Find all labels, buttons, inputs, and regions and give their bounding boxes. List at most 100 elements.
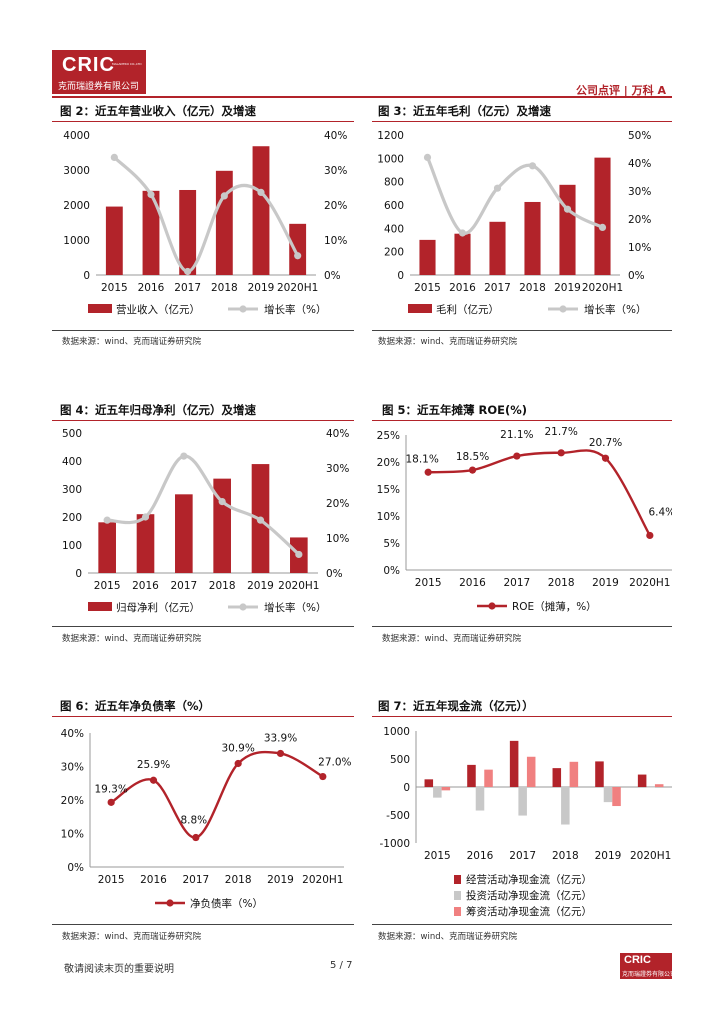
data-label: 8.8% (180, 815, 207, 827)
legend-line-label: 增长率（%） (264, 601, 326, 614)
growth-point (110, 153, 118, 161)
y-tick-label: 40% (61, 728, 84, 740)
series-point (557, 449, 565, 457)
x-tick-label: 2018 (209, 580, 236, 592)
x-tick-label: 2016 (467, 850, 494, 862)
legend-swatch (454, 891, 461, 900)
growth-line (426, 156, 604, 235)
fig2-source: 数据来源：wind、克而瑞证券研究院 (62, 337, 202, 347)
legend-label: 经营活动净现金流（亿元） (466, 873, 592, 886)
fig3-title-line (372, 121, 672, 122)
bar (454, 233, 471, 275)
y-tick-label: 200 (62, 512, 82, 524)
growth-point (141, 513, 150, 521)
growth-line (113, 156, 300, 274)
growth-point (184, 267, 192, 276)
fig6-title-line (52, 716, 354, 717)
fig7-title-line (372, 716, 672, 717)
y-tick-label: 0% (383, 565, 400, 577)
cash-bar (424, 779, 434, 787)
data-label: 33.9% (264, 732, 297, 744)
x-tick-label: 2016 (140, 874, 167, 886)
y2-tick-label: 20% (324, 200, 347, 212)
y-tick-label: 0 (75, 568, 82, 580)
x-tick-label: 2017 (484, 282, 511, 294)
fig2-bottom-line (52, 330, 354, 331)
legend-line-label: 增长率（%） (264, 303, 326, 316)
series-point (468, 466, 477, 474)
y-tick-label: 0 (397, 270, 404, 282)
fig2-title-line (52, 121, 354, 122)
data-label: 18.5% (456, 451, 489, 463)
x-tick-label: 2019 (592, 577, 619, 589)
growth-point (295, 550, 303, 559)
bar (142, 190, 160, 275)
fig3-bottom-line (372, 330, 672, 331)
y2-tick-label: 40% (628, 158, 651, 170)
growth-point (528, 162, 537, 170)
legend-label: 净负债率（%） (190, 897, 263, 910)
fig7-bottom-line (372, 924, 672, 925)
y-tick-label: -500 (386, 810, 410, 822)
legend-label: 投资活动净现金流（亿元） (466, 889, 592, 902)
cash-bar (646, 787, 655, 788)
growth-point (256, 516, 265, 524)
y-tick-label: -1000 (379, 838, 410, 850)
fig2-chart: 0 1000 2000 3000 4000 0% 10% 20% 30% 40% 2015 2016 2… (63, 130, 347, 316)
cash-bar (595, 761, 604, 787)
legend-label: ROE（摊薄，%） (512, 600, 597, 613)
fig3-source: 数据来源：wind、克而瑞证券研究院 (378, 337, 518, 347)
fig3-title: 图 3：近五年毛利（亿元）及增速 (378, 104, 552, 118)
cash-bar (484, 769, 493, 787)
x-tick-label: 2020H1 (302, 874, 343, 886)
x-tick-label: 2017 (174, 282, 201, 294)
fig4-chart: 0 100 200 300 400 500 0% 10% 20% 30% 40% 2015 2016 20… (62, 428, 349, 614)
growth-point (220, 192, 228, 200)
legend-line-label: 增长率（%） (584, 303, 646, 316)
series-point (107, 798, 115, 806)
series-point (646, 531, 654, 540)
y2-tick-label: 40% (326, 428, 349, 440)
y-tick-label: 0 (403, 782, 410, 794)
series-point (513, 452, 521, 460)
bar (419, 239, 436, 275)
bar (105, 206, 123, 275)
x-tick-label: 2017 (170, 580, 197, 592)
cash-bar (612, 787, 621, 807)
cash-bar (654, 784, 664, 787)
cash-bar (561, 787, 570, 825)
legend-bar-label: 归母净利（亿元） (116, 601, 200, 614)
fig3-chart: 0 200 400 600 800 1000 1200 0% 10% 20% 30% 40% 50% 20… (377, 130, 651, 316)
x-tick-label: 2020H1 (582, 282, 623, 294)
y-tick-label: 2000 (63, 200, 90, 212)
y-tick-label: 25% (377, 430, 400, 442)
data-label: 21.1% (500, 429, 533, 441)
bar (215, 170, 233, 275)
footer-note: 敬请阅读末页的重要说明 (64, 964, 174, 975)
x-tick-label: 2019 (247, 580, 274, 592)
fig7-title: 图 7：近五年现金流（亿元）） (378, 699, 534, 713)
fig5-source: 数据来源：wind、克而瑞证券研究院 (382, 634, 522, 644)
y-tick-label: 10% (61, 829, 84, 841)
bar (252, 146, 270, 275)
y-tick-label: 10% (377, 511, 400, 523)
bar (175, 494, 193, 573)
fig6-chart: 0% 10% 20% 30% 40% 2015 2016 2017 2018 2019 2020H1… (61, 728, 352, 910)
cash-bar (433, 787, 442, 798)
x-tick-label: 2015 (98, 874, 125, 886)
x-tick-label: 2015 (94, 580, 121, 592)
x-tick-label: 2020H1 (278, 580, 319, 592)
x-tick-label: 2019 (267, 874, 294, 886)
legend-line-marker (559, 305, 567, 313)
y-tick-label: 1000 (377, 153, 404, 165)
fig5-bottom-line (372, 626, 672, 627)
x-tick-label: 2020H1 (630, 850, 671, 862)
x-tick-label: 2016 (132, 580, 159, 592)
fig7-source: 数据来源：wind、克而瑞证券研究院 (378, 932, 518, 942)
y-tick-label: 400 (384, 223, 404, 235)
data-label: 20.7% (589, 437, 622, 449)
legend-line-marker (239, 603, 247, 611)
y-tick-label: 500 (390, 754, 410, 766)
data-label: 30.9% (221, 742, 254, 754)
y-tick-label: 200 (384, 247, 404, 259)
